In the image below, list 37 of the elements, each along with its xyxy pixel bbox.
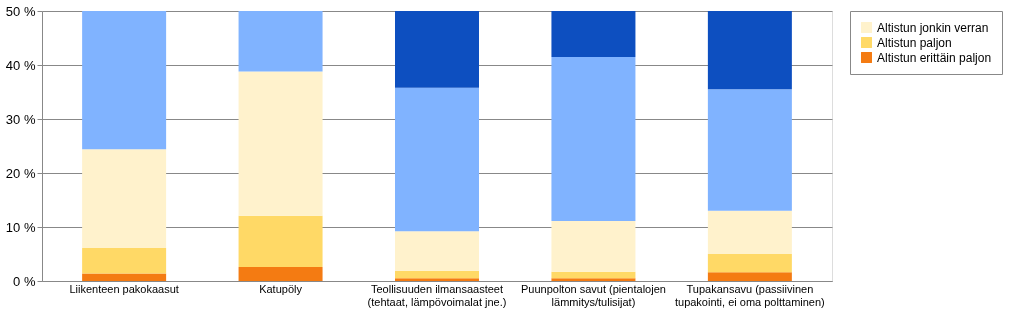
bar xyxy=(551,11,636,57)
x-tick-label: Tupakansavu (passiivinen tupakointi, ei oma polttaminen) xyxy=(674,282,825,308)
bar xyxy=(551,221,636,272)
y-tick-label: 30 % xyxy=(5,111,36,127)
y-tick-label: 20 % xyxy=(5,165,36,181)
bar xyxy=(707,11,792,90)
bar xyxy=(82,248,167,274)
bar xyxy=(82,149,167,249)
bar xyxy=(707,254,792,273)
bar xyxy=(82,11,167,150)
bar xyxy=(551,278,636,281)
bar xyxy=(707,89,792,211)
bar xyxy=(395,278,479,281)
bar xyxy=(395,87,479,232)
legend-label: Altistun paljon xyxy=(877,35,952,50)
legend-label: Altistun jonkin verran xyxy=(877,20,989,35)
x-tick-label: Katupöly xyxy=(259,282,303,295)
bar xyxy=(551,271,636,279)
legend-label: Altistun erittäin paljon xyxy=(877,50,992,65)
x-tick-label: Puunpolton savut (pientalojen lämmitys/tulisijat) xyxy=(520,282,666,308)
x-tick-label: Teollisuuden ilmansaasteet (tehtaat, lämpövoimalat jne.) xyxy=(367,282,507,308)
y-tick-label: 10 % xyxy=(5,219,36,235)
bar xyxy=(707,272,792,281)
x-tick-label: Liikenteen pakokaasut xyxy=(69,282,179,295)
bar xyxy=(707,210,792,254)
bar xyxy=(395,11,479,88)
bar xyxy=(238,11,323,72)
bar xyxy=(82,273,167,281)
bar xyxy=(238,71,323,216)
bar xyxy=(395,231,479,271)
bar xyxy=(238,215,323,267)
y-tick-label: 0 % xyxy=(13,273,36,289)
y-tick-label: 50 % xyxy=(5,3,36,19)
bar xyxy=(395,270,479,279)
bar xyxy=(238,266,323,281)
bar xyxy=(551,56,636,222)
y-tick-label: 40 % xyxy=(5,57,36,73)
